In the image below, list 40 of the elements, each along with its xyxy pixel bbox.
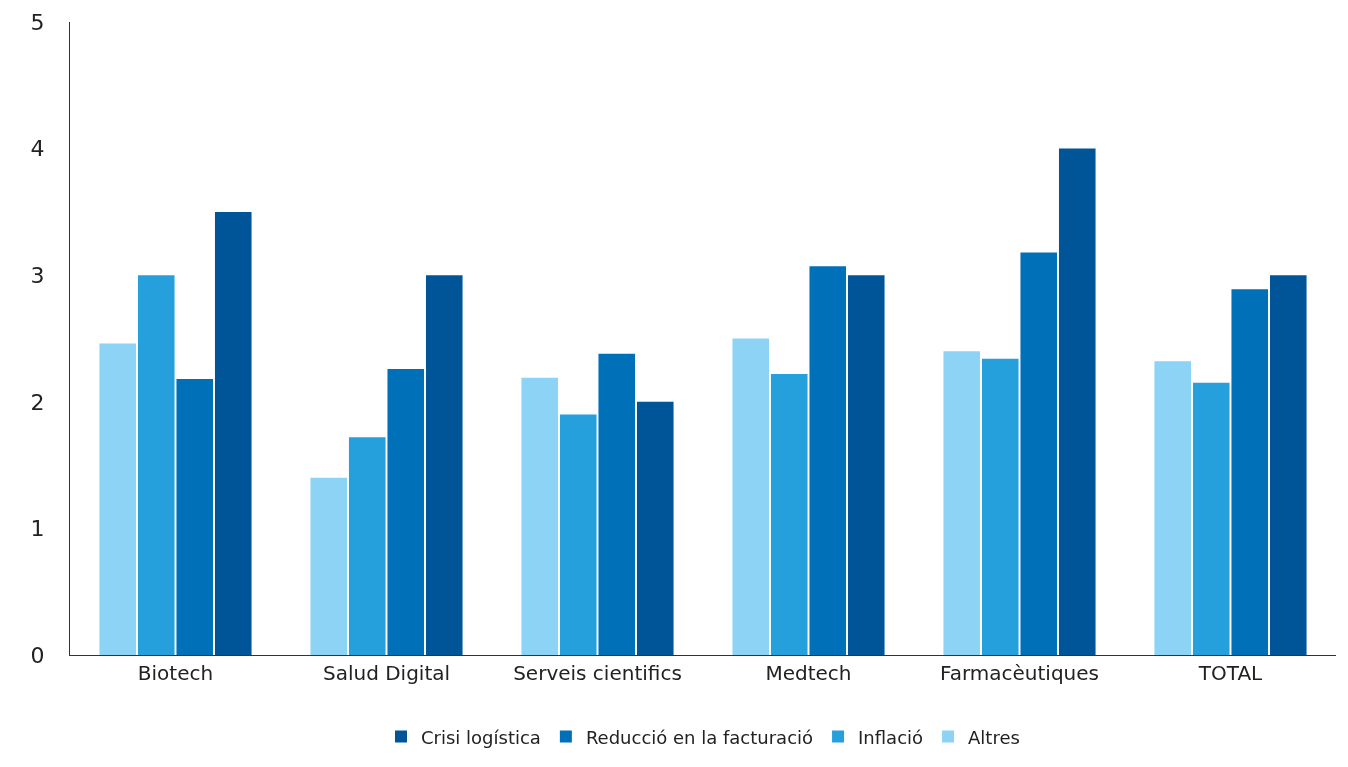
bar [1154,361,1192,655]
bar [636,401,674,655]
legend-label: Inflació [858,726,924,748]
bar [598,353,636,655]
legend-label: Reducció en la facturació [585,726,814,748]
bar [387,368,425,655]
y-tick-label: 0 [30,642,45,668]
bar [981,358,1019,655]
x-tick-label: Farmacèutiques [939,661,1100,685]
bar [310,477,348,655]
x-tick-label: Serveis cientifics [513,661,682,685]
bar [137,275,175,655]
bar [1058,148,1096,655]
bar [425,275,463,655]
x-tick-label: Salud Digital [322,661,451,685]
y-tick-label: 5 [30,9,45,35]
bar [348,437,386,655]
bar [809,266,847,655]
bar [1020,252,1058,655]
bar [99,343,137,655]
bar [559,414,597,655]
bar [176,379,214,655]
bar [521,377,559,655]
bar [1192,382,1230,655]
bar [943,351,981,655]
bar [1231,289,1269,655]
bar [847,275,885,655]
bar [214,211,252,655]
x-tick-label: TOTAL [1197,661,1264,685]
y-tick-label: 2 [30,389,45,415]
legend-label: Crisi logística [421,726,541,748]
x-tick-label: Biotech [137,661,214,685]
y-tick-label: 4 [30,136,45,162]
y-tick-label: 1 [30,516,45,542]
bar [1269,275,1307,655]
legend-label: Altres [968,726,1020,748]
y-tick-label: 3 [30,262,45,288]
x-tick-label: Medtech [765,661,852,685]
bar [770,373,808,655]
bar [732,338,770,655]
